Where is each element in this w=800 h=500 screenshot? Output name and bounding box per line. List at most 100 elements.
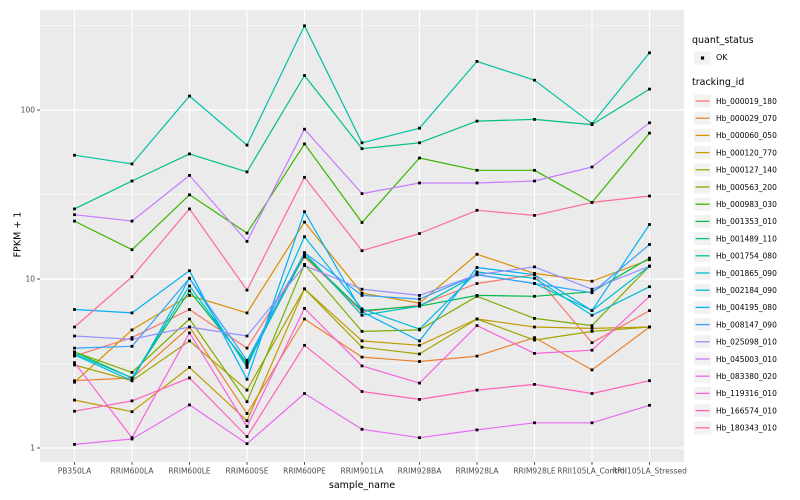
data-point [590, 201, 594, 204]
data-point [533, 383, 536, 386]
data-point [360, 221, 364, 224]
data-point [360, 249, 364, 253]
data-point [245, 334, 249, 338]
data-point [475, 294, 479, 297]
data-point [648, 243, 651, 246]
data-point [590, 330, 594, 333]
data-point [303, 254, 306, 257]
data-point [360, 294, 364, 297]
data-point [303, 343, 306, 347]
data-point [245, 288, 249, 292]
data-point [590, 313, 594, 317]
data-point [73, 346, 76, 350]
data-point [130, 275, 134, 279]
data-point [188, 94, 191, 98]
data-point [245, 170, 249, 174]
legend-label-ok: OK [716, 53, 728, 62]
data-point [73, 353, 76, 357]
data-point [533, 214, 536, 217]
data-point [245, 377, 249, 381]
data-point [590, 368, 594, 372]
data-point [303, 287, 306, 291]
data-point [245, 366, 249, 369]
data-point [475, 270, 479, 274]
data-point [590, 291, 594, 295]
data-point [590, 327, 594, 330]
data-point [648, 131, 651, 135]
data-point [418, 301, 421, 305]
data-point [303, 142, 306, 146]
data-point [360, 192, 364, 195]
data-point [303, 175, 306, 179]
data-point [590, 341, 594, 345]
data-point [188, 284, 191, 288]
data-point [188, 325, 191, 329]
data-point [360, 310, 364, 314]
data-point [360, 330, 364, 333]
data-point [475, 252, 479, 256]
data-point [73, 361, 76, 364]
data-point [303, 255, 306, 259]
legend-label: Hb_000983_030 [716, 200, 777, 209]
data-point [245, 419, 249, 423]
data-point [533, 336, 536, 339]
data-point [648, 294, 651, 298]
data-point [648, 87, 651, 91]
data-point [245, 231, 249, 235]
x-axis-title: sample_name [328, 480, 396, 491]
data-point [648, 285, 651, 289]
data-point [533, 294, 536, 298]
data-point [130, 337, 134, 341]
data-point [130, 162, 134, 166]
data-point [533, 317, 536, 320]
data-point [418, 339, 421, 343]
data-point [245, 435, 249, 438]
data-point [533, 282, 536, 285]
data-point [418, 181, 421, 185]
data-point [360, 390, 364, 393]
y-tick-label: 1 [30, 444, 35, 453]
data-point [245, 363, 249, 367]
data-point [188, 207, 191, 211]
x-tick-label: PB350LA [58, 467, 92, 476]
data-point [533, 265, 536, 269]
data-point [130, 376, 134, 380]
legend-label: Hb_000120_770 [716, 148, 777, 157]
data-point [418, 381, 421, 385]
data-point [648, 258, 651, 262]
data-point [590, 421, 594, 425]
data-point [130, 399, 134, 403]
legend-title-quant-status: quant_status [692, 35, 754, 46]
data-point [533, 276, 536, 280]
data-point [533, 273, 536, 277]
x-tick-label: RRIM928LA [456, 467, 500, 476]
data-point [418, 294, 421, 297]
data-point [418, 327, 421, 331]
data-point [188, 376, 191, 380]
legend-label: Hb_001353_010 [716, 217, 777, 226]
data-point [360, 339, 364, 343]
data-point [533, 421, 536, 425]
data-point [303, 127, 306, 131]
data-point [73, 379, 76, 383]
data-point [418, 297, 421, 301]
legend-label: Hb_025098_010 [716, 338, 777, 347]
data-point [188, 339, 191, 343]
data-point [303, 264, 306, 267]
data-point [188, 152, 191, 156]
data-point [533, 118, 536, 121]
legend-label: Hb_002184_090 [716, 286, 777, 295]
data-point [418, 156, 421, 160]
data-point [475, 181, 479, 185]
data-point [590, 309, 594, 312]
data-point [418, 352, 421, 356]
data-point [245, 359, 249, 362]
data-point [73, 325, 76, 329]
data-point [475, 282, 479, 285]
data-point [418, 343, 421, 347]
legend-label: Hb_045003_010 [716, 355, 777, 364]
data-point [188, 289, 191, 293]
data-point [303, 307, 306, 310]
x-tick-label: RRIM928LE [513, 467, 556, 476]
